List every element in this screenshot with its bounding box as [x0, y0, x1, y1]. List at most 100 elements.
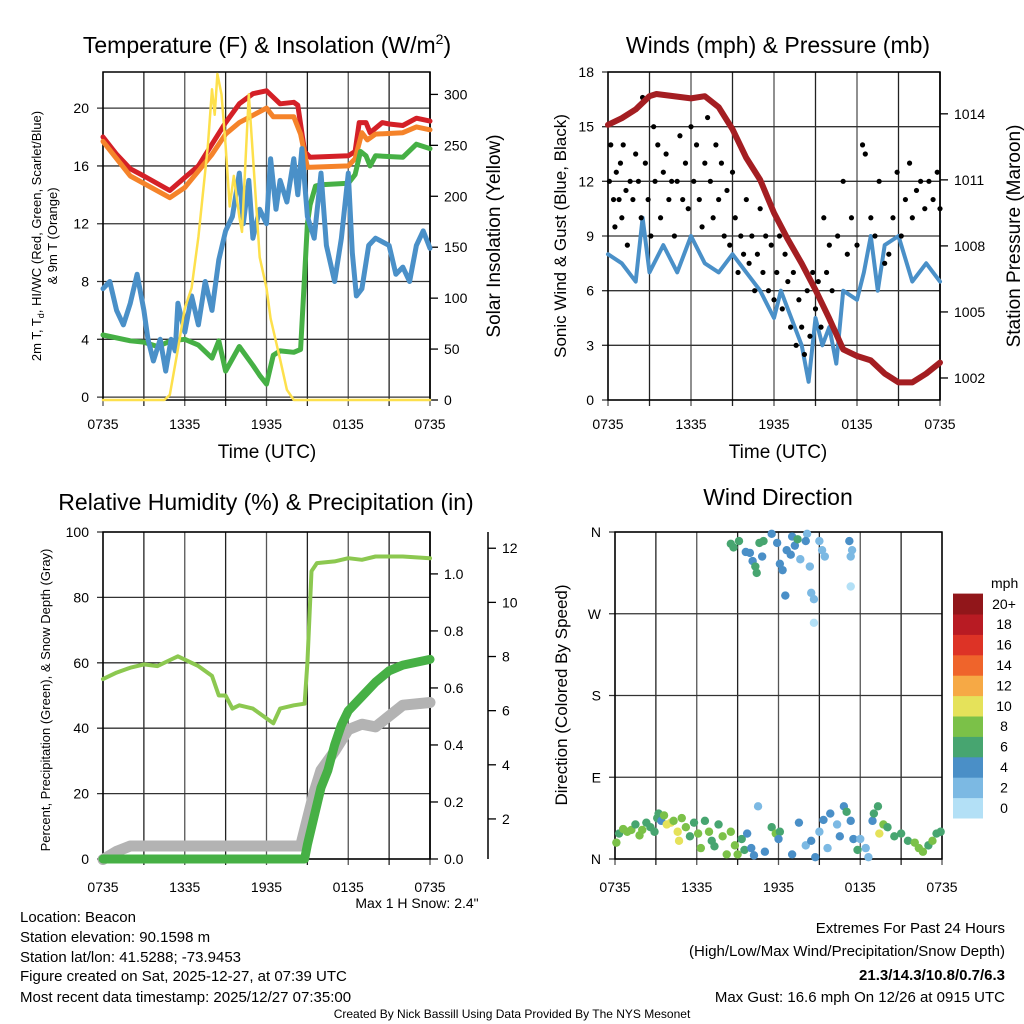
pressure-tick-label: 1005 — [954, 304, 985, 320]
direction-point — [685, 832, 695, 841]
gust-point — [868, 215, 874, 221]
gust-point — [620, 142, 626, 148]
direction-point — [749, 851, 759, 860]
x-tick-label: 1935 — [251, 416, 282, 432]
chart-panel-1: 0 3 6 9 12 15 18 0735 1335 1935 0135 0735 1002 1005 10… — [578, 64, 985, 432]
direction-point — [805, 562, 815, 571]
gust-point — [674, 178, 680, 184]
insolation-tick-label: 100 — [444, 290, 468, 306]
snow-depth-tick-label: 2 — [502, 811, 510, 827]
gust-point — [718, 160, 725, 166]
gust-point — [738, 233, 744, 239]
gust-point — [613, 169, 619, 175]
gust-point — [743, 196, 749, 203]
direction-point — [823, 843, 832, 853]
temp-y-label-2: & 9m T (Orange) — [45, 187, 60, 284]
direction-point — [700, 816, 710, 826]
precip-tick-label: 0.2 — [444, 794, 464, 810]
gust-point — [752, 288, 758, 294]
direction-point — [817, 545, 827, 555]
legend-label: 18 — [996, 616, 1012, 632]
insolation-tick-label: 300 — [444, 86, 468, 102]
x-tick-label: 0135 — [841, 416, 872, 432]
direction-point — [832, 820, 842, 829]
gust-point — [707, 178, 713, 184]
series-relative-humidity — [101, 554, 432, 726]
direction-point — [928, 836, 937, 846]
pressure-tick-label: 1011 — [954, 172, 984, 188]
insolation-tick-label: 150 — [444, 239, 468, 255]
direction-point — [710, 842, 719, 851]
legend-swatch — [953, 654, 983, 676]
direction-point — [807, 588, 816, 598]
gust-point — [872, 233, 878, 239]
gust-point — [710, 215, 716, 221]
gust-point — [638, 215, 644, 221]
footer-location: Location: Beacon — [20, 909, 136, 926]
direction-point — [753, 802, 763, 811]
direction-point — [752, 568, 761, 578]
gust-point — [627, 178, 633, 184]
gust-point — [760, 269, 766, 276]
gust-point — [693, 142, 700, 148]
x-tick-label: 0735 — [87, 416, 118, 432]
direction-point — [757, 552, 767, 561]
y-tick-label: 80 — [73, 589, 89, 605]
gust-point — [669, 178, 675, 184]
gust-point — [623, 187, 629, 194]
gust-point — [876, 178, 882, 184]
gust-point — [655, 142, 661, 148]
direction-point — [787, 850, 797, 859]
direction-point — [815, 536, 824, 546]
series-2m-t-hi-wc — [100, 88, 433, 193]
y-tick-label: 12 — [578, 173, 594, 189]
gust-point — [844, 251, 850, 257]
gust-point — [793, 342, 799, 348]
y-tick-label: E — [592, 769, 601, 785]
y-tick-label: 100 — [66, 524, 90, 540]
gust-point — [812, 306, 819, 312]
chart-panel-3: N E S W N 0735 1335 1935 0135 0735 0 2 4 6 8 10 12 14 16 18… — [588, 524, 1016, 895]
gust-point — [768, 242, 774, 248]
direction-point — [737, 834, 746, 844]
gust-point — [937, 206, 943, 212]
snow-depth-tick-label: 4 — [502, 757, 510, 773]
direction-point — [861, 843, 870, 853]
direction-point — [730, 841, 740, 850]
x-tick-label: 0135 — [845, 879, 876, 895]
rh-y-label: Percent, Precipitation (Green), & Snow D… — [38, 549, 53, 852]
pressure-tick-label: 1014 — [954, 106, 985, 122]
x-tick-label: 1935 — [763, 879, 794, 895]
precip-tick-label: 0.6 — [444, 680, 464, 696]
gust-point — [642, 160, 648, 166]
legend-swatch — [953, 777, 983, 799]
gust-point — [671, 233, 678, 239]
gust-point — [645, 196, 651, 203]
gust-point — [859, 142, 866, 148]
gust-point — [616, 196, 622, 203]
rh-chart-title: Relative Humidity (%) & Precipitation (i… — [58, 489, 473, 515]
legend-label: 8 — [1000, 718, 1008, 734]
gust-point — [663, 151, 669, 157]
gust-point — [651, 124, 657, 130]
wind-y-right-label: Station Pressure (Maroon) — [1004, 125, 1024, 348]
extremes-title: Extremes For Past 24 Hours — [816, 920, 1005, 937]
x-tick-label: 0135 — [333, 879, 364, 895]
direction-point — [775, 827, 785, 836]
legend-label: 6 — [1000, 739, 1008, 755]
direction-point — [890, 832, 899, 841]
direction-point — [802, 529, 812, 539]
x-tick-label: 0735 — [599, 879, 630, 895]
direction-point — [696, 843, 706, 853]
gust-point — [696, 196, 702, 203]
direction-point — [936, 827, 945, 836]
x-tick-label: 0735 — [87, 879, 118, 895]
gust-point — [886, 251, 892, 257]
legend-label: 16 — [996, 637, 1012, 653]
direction-point — [846, 816, 855, 826]
y-tick-label: 15 — [578, 119, 594, 135]
direction-point — [772, 538, 782, 548]
direction-point — [722, 850, 731, 859]
direction-point — [740, 845, 749, 855]
